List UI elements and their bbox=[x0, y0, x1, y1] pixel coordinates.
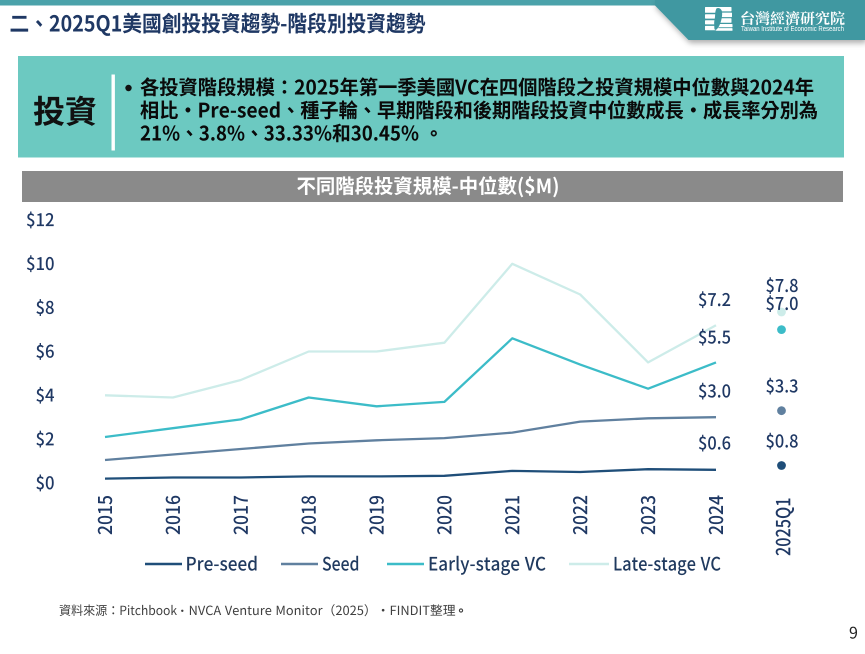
svg-text:Taiwan Institute of Economic R: Taiwan Institute of Economic Research bbox=[741, 26, 844, 33]
